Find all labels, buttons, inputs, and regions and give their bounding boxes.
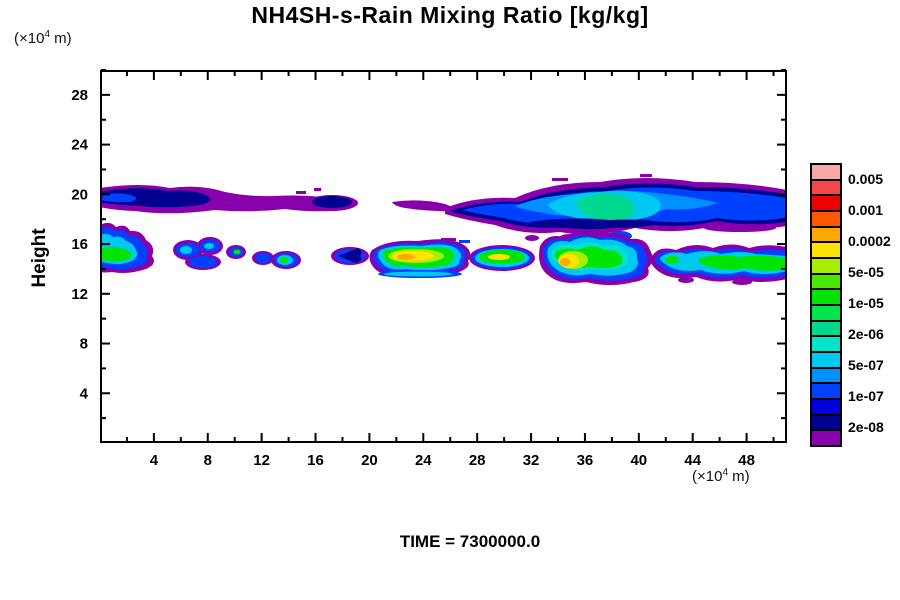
colorbar-label: 1e-07	[848, 388, 884, 405]
colorbar-cell	[812, 165, 840, 179]
y-axis-unit: (×104 m)	[14, 29, 72, 47]
colorbar-cell	[812, 319, 840, 336]
colorbar-label: 0.001	[848, 201, 884, 218]
time-annotation: TIME = 7300000.0	[399, 532, 541, 551]
colorbar-label: 0.005	[848, 170, 884, 187]
contour-region	[665, 256, 679, 264]
colorbar-cell	[812, 288, 840, 305]
tick-label: 20	[71, 186, 88, 203]
unit-text: (×10	[692, 468, 723, 485]
colorbar-cell	[812, 351, 840, 367]
colorbar-cell	[812, 366, 840, 383]
axis-ticks	[101, 69, 786, 442]
unit-exponent: 4	[722, 467, 729, 478]
contour-region	[312, 196, 352, 208]
colorbar-cell	[812, 398, 840, 414]
tick-label: 32	[523, 452, 540, 469]
tick-label: 36	[577, 452, 594, 469]
contour-region	[560, 258, 570, 266]
colorbar-cell	[812, 429, 840, 446]
contour-field	[100, 174, 787, 285]
colorbar-cell	[812, 225, 840, 242]
x-axis-unit: (×104 m)	[692, 467, 750, 485]
unit-exponent: 4	[44, 29, 51, 40]
colorbar-cell	[812, 272, 840, 289]
colorbar-label: 5e-05	[848, 263, 884, 280]
colorbar-cell	[812, 194, 840, 211]
contour-region	[100, 193, 137, 203]
contour-region	[576, 193, 635, 221]
colorbar-label: 2e-06	[848, 326, 884, 343]
tick-label: 4	[80, 385, 89, 402]
tick-label: 48	[738, 452, 755, 469]
contour-region	[552, 178, 568, 181]
colorbar-cell	[812, 413, 840, 430]
tick-label: 12	[253, 452, 270, 469]
contour-region	[180, 246, 192, 254]
tick-label: 16	[307, 452, 324, 469]
contour-region	[314, 188, 321, 191]
contour-region	[732, 279, 752, 285]
contour-region	[100, 247, 132, 262]
tick-label: 20	[361, 452, 378, 469]
colorbar-cell	[812, 257, 840, 273]
tick-label: 28	[71, 87, 88, 104]
contour-region	[678, 277, 694, 283]
tick-label: 28	[469, 452, 486, 469]
colorbar-cell	[812, 304, 840, 320]
contour-region	[704, 224, 776, 232]
unit-text: m)	[50, 30, 72, 47]
contour-region	[525, 235, 539, 241]
contour-region	[100, 188, 211, 208]
chart-title: NH4SH-s-Rain Mixing Ratio [kg/kg]	[251, 2, 649, 28]
contour-region	[255, 253, 271, 263]
colorbar-label: 2e-08	[848, 419, 884, 436]
colorbar-cell	[812, 210, 840, 226]
contour-region	[384, 271, 452, 277]
contour-region	[441, 238, 456, 241]
colorbar-cell	[812, 178, 840, 195]
contour-region	[698, 255, 787, 271]
tick-label: 16	[71, 236, 88, 253]
contour-region	[459, 240, 470, 243]
colorbar-cell	[812, 335, 840, 352]
contour-region	[189, 256, 217, 268]
contour-region	[488, 254, 510, 260]
colorbar-label: 5e-07	[848, 357, 884, 374]
tick-label: 24	[415, 452, 432, 469]
contour-region	[397, 254, 415, 260]
colorbar	[810, 163, 842, 447]
unit-text: m)	[728, 468, 750, 485]
tick-label: 44	[684, 452, 701, 469]
tick-label: 40	[630, 452, 647, 469]
unit-text: (×10	[14, 30, 45, 47]
tick-label: 4	[150, 452, 159, 469]
colorbar-cell	[812, 241, 840, 258]
contour-region	[233, 249, 241, 255]
colorbar-label: 1e-05	[848, 295, 884, 311]
contour-region	[640, 174, 652, 177]
tick-label: 12	[71, 286, 88, 303]
contour-region	[280, 257, 288, 263]
contour-region	[530, 218, 660, 229]
tick-label: 8	[80, 336, 88, 353]
contour-region	[204, 243, 214, 249]
plot-frame	[100, 70, 787, 443]
contour-region	[296, 191, 306, 194]
tick-label: 24	[71, 137, 88, 154]
tick-label: 8	[204, 452, 212, 469]
colorbar-cell	[812, 382, 840, 399]
contour-region	[338, 248, 362, 263]
contour-region	[392, 200, 462, 212]
colorbar-label: 0.0002	[848, 232, 891, 249]
